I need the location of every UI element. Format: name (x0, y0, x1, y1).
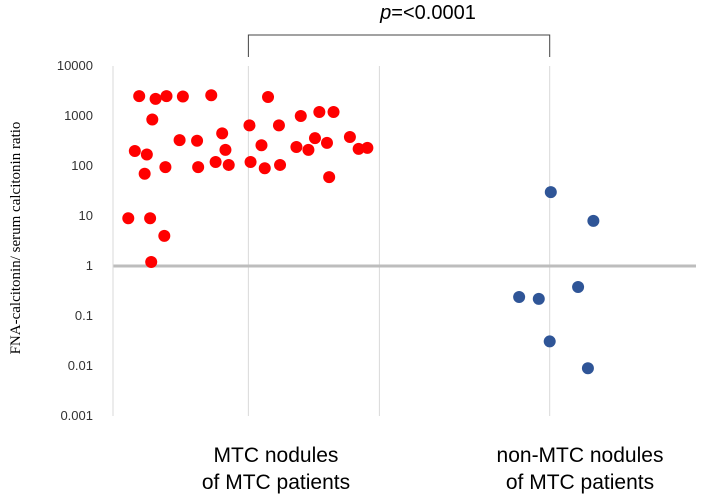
point-series-1-12 (160, 90, 173, 103)
point-series-2-1 (513, 290, 526, 303)
point-series-1-3 (133, 90, 146, 103)
category-1-line-2: of MTC patients (202, 471, 350, 494)
point-series-1-38 (352, 142, 365, 155)
point-series-1-17 (205, 89, 218, 102)
point-series-1-25 (258, 162, 271, 175)
point-series-1-5 (140, 148, 153, 161)
point-series-1-10 (158, 229, 171, 242)
category-1-line-1: MTC nodules (214, 444, 339, 467)
point-series-1-4 (138, 167, 151, 180)
point-series-1-6 (144, 212, 157, 225)
y-tick-label-3: 0.1 (75, 308, 93, 323)
p-value-annotation: p=<0.0001 (379, 2, 476, 24)
y-tick-label-6: 100 (71, 158, 93, 173)
vertical-gridlines (247, 66, 551, 416)
point-series-2-7 (587, 214, 600, 227)
point-series-1-18 (209, 156, 222, 169)
bracket-line (247, 34, 551, 57)
point-series-1-23 (244, 156, 257, 169)
point-series-1-31 (302, 143, 315, 156)
point-series-1-20 (219, 143, 232, 156)
point-series-1-35 (323, 171, 336, 184)
y-axis-label: FNA-calcitonin/ serum calcitonin ratio (8, 122, 24, 355)
point-series-2-6 (581, 362, 594, 375)
point-series-2-3 (544, 186, 557, 199)
category-2-line-2: of MTC patients (506, 471, 654, 494)
point-series-1-1 (122, 212, 135, 225)
point-series-1-2 (128, 144, 141, 157)
y-tick-label-8: 10000 (57, 58, 93, 73)
point-series-1-9 (149, 92, 162, 105)
point-series-1-37 (343, 131, 356, 144)
point-series-2-2 (532, 292, 545, 305)
point-series-1-16 (192, 161, 205, 174)
point-series-1-19 (216, 127, 229, 140)
point-series-1-14 (176, 90, 189, 103)
category-labels: MTC nodules of MTC patients non-MTC nodu… (202, 444, 664, 494)
y-tick-label-4: 1 (86, 258, 93, 273)
point-series-2-4 (543, 335, 556, 348)
point-series-1-34 (320, 136, 333, 149)
point-series-1-8 (146, 113, 159, 126)
point-series-1-36 (327, 106, 340, 119)
point-series-1-39 (361, 141, 374, 154)
point-series-2-5 (572, 281, 585, 294)
significance-bracket (247, 34, 551, 57)
point-series-1-22 (243, 119, 256, 132)
data-points (122, 89, 600, 375)
y-tick-label-1: 0.001 (60, 408, 93, 423)
point-series-1-21 (222, 158, 235, 171)
point-series-1-15 (191, 134, 204, 147)
category-2-line-1: non-MTC nodules (497, 444, 664, 467)
point-series-1-13 (173, 134, 186, 147)
point-series-1-7 (145, 256, 158, 269)
y-tick-label-5: 10 (79, 208, 93, 223)
point-series-1-29 (290, 140, 303, 153)
point-series-1-30 (294, 110, 307, 122)
y-tick-label-2: 0.01 (68, 358, 93, 373)
point-series-1-11 (159, 161, 172, 174)
p-symbol: p (379, 2, 391, 24)
point-series-1-33 (313, 106, 326, 119)
y-axis: 0.001 0.01 0.1 1 10 100 1000 10000 (57, 58, 114, 423)
point-series-1-24 (255, 139, 268, 152)
point-series-1-26 (262, 90, 275, 103)
point-series-1-28 (274, 158, 287, 171)
p-value: =<0.0001 (391, 2, 476, 24)
y-tick-label-7: 1000 (64, 108, 93, 123)
point-series-1-32 (308, 132, 321, 145)
point-series-1-27 (272, 119, 285, 132)
